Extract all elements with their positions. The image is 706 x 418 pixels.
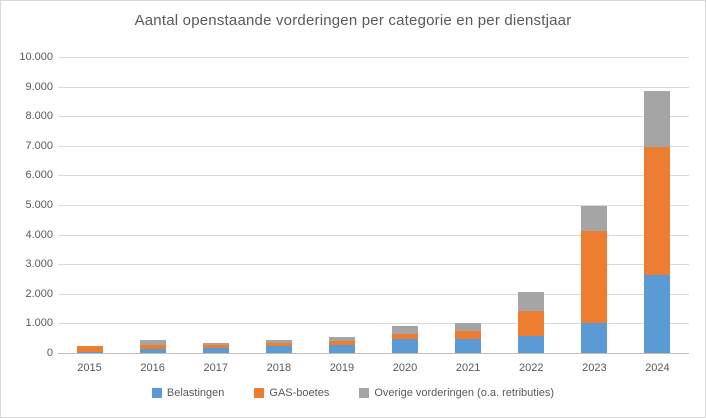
bar-segment-overige-2023 [581,206,608,232]
y-tick-label: 10.000 [19,51,53,63]
x-tick-label: 2023 [582,362,607,374]
bar-segment-overige-2022 [518,292,545,311]
bar-segment-belastingen-2021 [455,338,482,353]
bar-segment-gas-boetes-2020 [392,334,419,339]
legend-item-gas-boetes: GAS-boetes [254,387,329,399]
bar-segment-belastingen-2015 [76,351,103,353]
y-tick-label: 4.000 [25,228,53,241]
legend-swatch-icon [254,388,265,398]
gridline [58,234,689,236]
y-tick-label: 1.000 [25,317,53,330]
chart-title: Aantal openstaande vorderingen per categ… [134,12,572,29]
bar-segment-gas-boetes-2015 [76,345,103,352]
legend-swatch-icon [359,388,370,398]
x-tick-label: 2018 [266,362,292,374]
y-tick-label: 0 [46,347,53,359]
bar-segment-belastingen-2024 [644,274,671,353]
bar-segment-overige-2021 [455,322,482,332]
legend-item-belastingen: Belastingen [151,387,225,399]
x-tick-label: 2015 [77,362,102,374]
gridline [58,293,689,295]
gridline [58,145,689,147]
y-tick-label: 3.000 [25,258,53,271]
bar-segment-gas-boetes-2023 [581,231,608,324]
bar-segment-overige-2019 [328,337,355,341]
bar-segment-gas-boetes-2019 [328,340,355,345]
gridline [58,175,689,177]
legend-label: Belastingen [166,387,225,399]
bar-segment-gas-boetes-2022 [518,310,545,336]
bar-segment-overige-2017 [202,342,229,346]
y-tick-label: 8.000 [25,110,53,123]
bar-segment-belastingen-2020 [392,338,419,353]
y-tick-label: 6.000 [25,169,53,182]
y-tick-label: 9.000 [25,80,53,93]
bar-segment-belastingen-2023 [581,323,608,353]
gridline [58,86,689,88]
bar-segment-belastingen-2018 [265,346,292,353]
legend-item-overige: Overige vorderingen (o.a. retributies) [359,387,554,399]
bar-segment-belastingen-2022 [518,335,545,353]
bar-segment-belastingen-2017 [202,348,229,353]
bar-segment-gas-boetes-2018 [265,342,292,347]
gridline [58,264,689,266]
y-tick-label: 5.000 [25,199,53,211]
bar-segment-overige-2024 [644,91,671,148]
x-tick-label: 2017 [203,362,228,374]
bar-segment-gas-boetes-2024 [644,147,671,275]
x-tick-label: 2022 [518,362,544,374]
gridline [58,205,689,206]
bar-segment-belastingen-2016 [139,349,166,353]
bar-segment-belastingen-2019 [328,345,355,353]
bar-segment-overige-2018 [265,340,292,343]
x-tick-label: 2024 [645,362,670,374]
x-tick-label: 2019 [329,362,355,374]
legend-label: Overige vorderingen (o.a. retributies) [374,387,555,399]
gridline [58,57,689,58]
gridline [58,116,689,118]
x-tick-label: 2016 [140,362,165,374]
x-tick-label: 2020 [392,362,418,374]
legend: Belastingen GAS-boetes Overige vorderingen… [1,387,705,399]
gridline [58,323,689,325]
y-tick-label: 7.000 [25,139,53,152]
x-tick-label: 2021 [455,362,481,374]
y-tick-label: 2.000 [25,287,53,300]
bar-segment-overige-2020 [392,326,419,335]
legend-swatch-icon [151,388,162,398]
bar-segment-overige-2016 [139,339,166,345]
bar-segment-gas-boetes-2021 [455,331,482,339]
x-axis-line [58,353,689,354]
legend-label: GAS-boetes [269,387,330,399]
bar-segment-gas-boetes-2016 [139,345,166,350]
bar-segment-gas-boetes-2017 [202,345,229,349]
